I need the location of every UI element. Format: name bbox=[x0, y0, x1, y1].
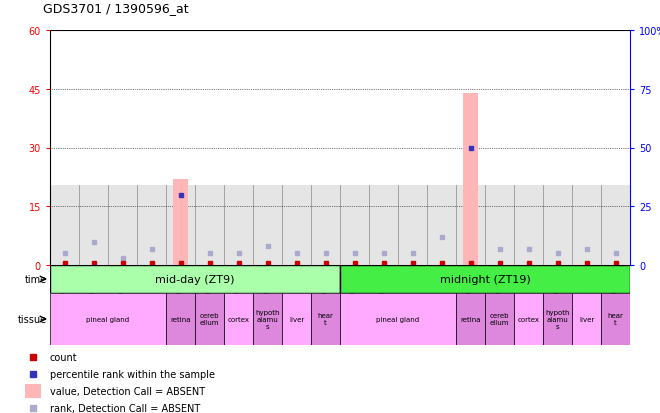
Text: hypoth
alamu
s: hypoth alamu s bbox=[255, 309, 280, 329]
Bar bbox=[137, 185, 166, 266]
Text: time: time bbox=[24, 274, 47, 284]
Text: cortex: cortex bbox=[228, 316, 249, 322]
Text: liver: liver bbox=[289, 316, 304, 322]
Bar bbox=[50, 266, 340, 293]
Text: hear
t: hear t bbox=[608, 313, 624, 326]
Bar bbox=[311, 293, 340, 345]
Text: cereb
ellum: cereb ellum bbox=[200, 313, 219, 326]
Text: cortex: cortex bbox=[517, 316, 539, 322]
Bar bbox=[253, 293, 282, 345]
Bar bbox=[195, 185, 224, 266]
Text: percentile rank within the sample: percentile rank within the sample bbox=[50, 369, 214, 379]
Bar bbox=[224, 293, 253, 345]
Bar bbox=[463, 93, 478, 266]
Text: GDS3701 / 1390596_at: GDS3701 / 1390596_at bbox=[44, 2, 189, 15]
Bar bbox=[427, 185, 456, 266]
Text: retina: retina bbox=[460, 316, 480, 322]
Bar bbox=[543, 185, 572, 266]
Bar bbox=[50, 185, 79, 266]
Text: pineal gland: pineal gland bbox=[86, 316, 129, 322]
Bar bbox=[282, 293, 311, 345]
Bar bbox=[253, 185, 282, 266]
Bar bbox=[514, 293, 543, 345]
Text: value, Detection Call = ABSENT: value, Detection Call = ABSENT bbox=[50, 386, 205, 396]
Bar bbox=[340, 266, 630, 293]
Bar bbox=[340, 293, 456, 345]
Text: hypoth
alamu
s: hypoth alamu s bbox=[545, 309, 570, 329]
Text: pineal gland: pineal gland bbox=[376, 316, 420, 322]
Bar bbox=[572, 185, 601, 266]
Bar bbox=[282, 185, 311, 266]
Text: tissue: tissue bbox=[18, 314, 47, 324]
Bar bbox=[166, 293, 195, 345]
Bar bbox=[601, 185, 630, 266]
Text: count: count bbox=[50, 352, 77, 362]
Text: retina: retina bbox=[170, 316, 191, 322]
Bar bbox=[601, 293, 630, 345]
Bar bbox=[543, 293, 572, 345]
Text: liver: liver bbox=[579, 316, 594, 322]
Text: hear
t: hear t bbox=[317, 313, 333, 326]
Bar bbox=[572, 293, 601, 345]
Bar bbox=[224, 185, 253, 266]
Bar bbox=[311, 185, 340, 266]
Bar bbox=[485, 293, 514, 345]
Bar bbox=[79, 185, 108, 266]
Bar bbox=[340, 185, 369, 266]
Bar bbox=[369, 185, 398, 266]
Bar bbox=[25, 385, 41, 398]
Text: mid-day (ZT9): mid-day (ZT9) bbox=[155, 274, 235, 284]
Bar bbox=[485, 185, 514, 266]
Bar bbox=[108, 185, 137, 266]
Bar bbox=[456, 185, 485, 266]
Bar bbox=[166, 185, 195, 266]
Bar bbox=[173, 179, 187, 266]
Bar bbox=[514, 185, 543, 266]
Text: midnight (ZT19): midnight (ZT19) bbox=[440, 274, 531, 284]
Text: rank, Detection Call = ABSENT: rank, Detection Call = ABSENT bbox=[50, 403, 200, 413]
Text: cereb
ellum: cereb ellum bbox=[490, 313, 510, 326]
Bar bbox=[50, 293, 166, 345]
Bar bbox=[398, 185, 427, 266]
Bar bbox=[195, 293, 224, 345]
Bar bbox=[456, 293, 485, 345]
